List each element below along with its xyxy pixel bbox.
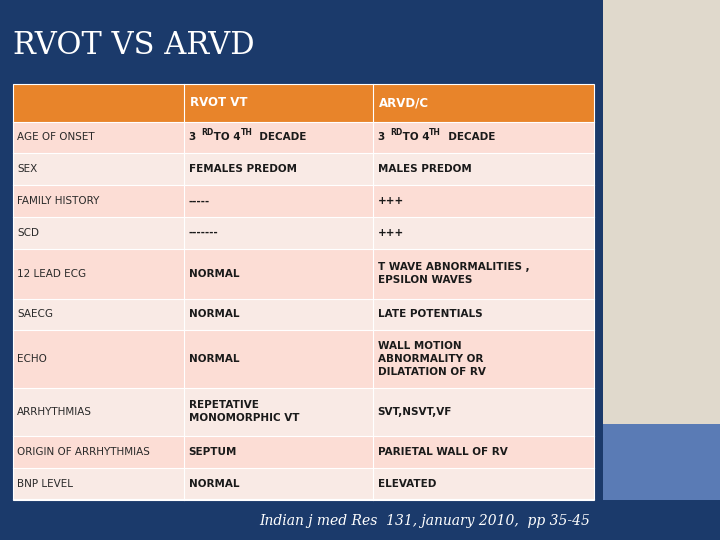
Text: LATE POTENTIALS: LATE POTENTIALS (377, 309, 482, 320)
Bar (13, 468, 594, 500)
Text: NORMAL: NORMAL (189, 354, 239, 364)
Text: DECADE: DECADE (252, 132, 307, 143)
Text: AGE OF ONSET: AGE OF ONSET (17, 132, 95, 143)
Text: RD: RD (390, 127, 402, 137)
Bar (13, 217, 594, 249)
Text: WALL MOTION
ABNORMALITY OR
DILATATION OF RV: WALL MOTION ABNORMALITY OR DILATATION OF… (377, 341, 485, 377)
Text: NORMAL: NORMAL (189, 269, 239, 279)
Text: NORMAL: NORMAL (189, 478, 239, 489)
Text: T WAVE ABNORMALITIES ,
EPSILON WAVES: T WAVE ABNORMALITIES , EPSILON WAVES (377, 262, 529, 285)
Text: SEPTUM: SEPTUM (189, 447, 237, 457)
Text: TH: TH (429, 127, 441, 137)
Bar (603, 0, 720, 500)
Text: 12 LEAD ECG: 12 LEAD ECG (17, 269, 86, 279)
Text: FEMALES PREDOM: FEMALES PREDOM (189, 164, 297, 174)
Text: RVOT VS ARVD: RVOT VS ARVD (13, 30, 255, 62)
Text: -------: ------- (189, 228, 218, 238)
Text: MALES PREDOM: MALES PREDOM (377, 164, 472, 174)
Text: ARRHYTHMIAS: ARRHYTHMIAS (17, 407, 92, 417)
Text: ARVD/C: ARVD/C (379, 96, 429, 109)
Bar (13, 153, 594, 185)
Bar (13, 388, 594, 436)
Text: DECADE: DECADE (441, 132, 495, 143)
Bar (13, 84, 594, 500)
Text: ECHO: ECHO (17, 354, 47, 364)
Text: +++: +++ (377, 196, 404, 206)
Text: SCD: SCD (17, 228, 40, 238)
Text: NORMAL: NORMAL (189, 309, 239, 320)
Text: SEX: SEX (17, 164, 37, 174)
Text: PARIETAL WALL OF RV: PARIETAL WALL OF RV (377, 447, 508, 457)
Text: ORIGIN OF ARRHYTHMIAS: ORIGIN OF ARRHYTHMIAS (17, 447, 150, 457)
Bar (13, 299, 594, 330)
Text: FAMILY HISTORY: FAMILY HISTORY (17, 196, 99, 206)
Bar (13, 436, 594, 468)
Text: RVOT VT: RVOT VT (190, 96, 248, 109)
Bar (13, 249, 594, 299)
Text: BNP LEVEL: BNP LEVEL (17, 478, 73, 489)
Text: RD: RD (202, 127, 214, 137)
Bar (13, 330, 594, 388)
Bar (603, 424, 720, 500)
Text: TO 4: TO 4 (210, 132, 241, 143)
Text: ELEVATED: ELEVATED (377, 478, 436, 489)
Text: -----: ----- (189, 196, 210, 206)
Text: 3: 3 (377, 132, 384, 143)
Text: SVT,NSVT,VF: SVT,NSVT,VF (377, 407, 452, 417)
Text: TO 4: TO 4 (399, 132, 430, 143)
Bar (13, 122, 594, 153)
Text: TH: TH (240, 127, 253, 137)
Text: REPETATIVE
MONOMORPHIC VT: REPETATIVE MONOMORPHIC VT (189, 400, 300, 423)
Text: SAECG: SAECG (17, 309, 53, 320)
Bar (13, 185, 594, 217)
Bar (13, 84, 594, 122)
Text: 3: 3 (189, 132, 196, 143)
Text: +++: +++ (377, 228, 404, 238)
Text: Indian j med Res  131, january 2010,  pp 35-45: Indian j med Res 131, january 2010, pp 3… (259, 514, 590, 528)
